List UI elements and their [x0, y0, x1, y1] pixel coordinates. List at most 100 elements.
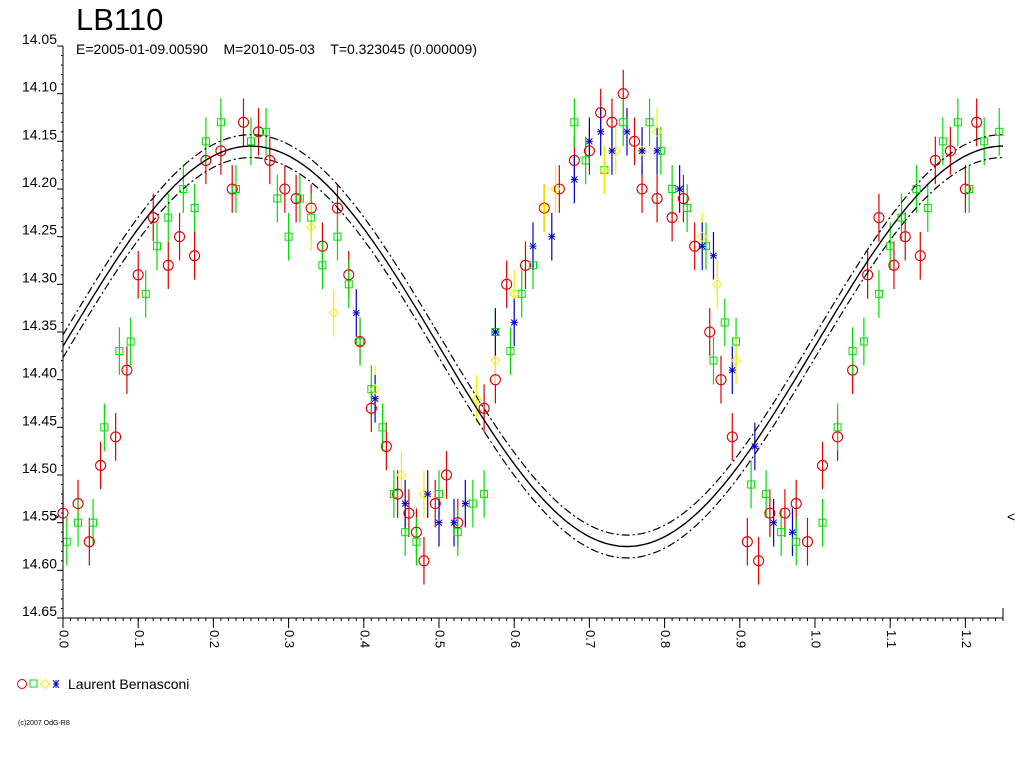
y-tick-label: 14.40	[22, 365, 57, 381]
data-point-circle	[162, 259, 174, 271]
data-point-circle	[237, 116, 250, 128]
data-point-circle	[189, 250, 201, 262]
data-point-circle	[147, 212, 159, 224]
data-point-circle	[215, 145, 227, 157]
data-point-diamond	[539, 202, 550, 214]
data-point-circle	[290, 192, 302, 205]
data-point-square	[912, 185, 921, 193]
error-bars	[62, 69, 1000, 585]
x-tick-label: 1.0	[809, 630, 824, 648]
data-point-square	[720, 318, 729, 327]
legend-diamond-icon	[39, 678, 51, 690]
data-point-square	[938, 137, 947, 146]
data-point-square	[600, 165, 609, 174]
data-point-square	[344, 280, 353, 289]
data-point-circle	[519, 259, 532, 271]
model-lower-envelope	[62, 156, 1004, 559]
legend-star-icon	[52, 679, 60, 689]
data-point-star	[676, 185, 684, 193]
data-point-square	[747, 480, 756, 489]
data-point-circle	[410, 526, 422, 538]
data-point-square	[818, 518, 827, 527]
data-point-star	[585, 137, 593, 145]
data-point-square	[164, 213, 173, 222]
y-axis-ticks: 14.05 14.10 14.15 14.20 14.25 14.30 14.35 14.40…	[22, 31, 63, 619]
data-point-circle	[440, 469, 453, 481]
y-tick-label: 14.35	[22, 317, 57, 333]
x-tick-label: 0.0	[57, 630, 72, 648]
data-point-circle	[944, 145, 956, 157]
data-point-circle	[914, 250, 926, 262]
data-point-square	[231, 185, 240, 193]
data-point-star	[510, 318, 518, 326]
data-point-diamond	[599, 164, 610, 176]
data-point-circle	[568, 154, 580, 166]
data-point-circle	[617, 88, 629, 100]
data-point-circle	[95, 459, 107, 472]
y-tick-label: 14.65	[22, 603, 57, 619]
data-point-circle	[628, 135, 641, 147]
copyright-credit: (c)2007 OdG-R8	[18, 720, 70, 727]
data-point-circle	[779, 507, 791, 519]
data-point-square	[897, 213, 906, 222]
data-point-circle	[606, 116, 618, 128]
left-edge-marker: >	[51, 508, 59, 524]
x-tick-label: 0.5	[433, 630, 448, 648]
data-point-circle	[899, 231, 911, 243]
data-point-star	[608, 147, 616, 155]
data-point-square	[367, 385, 376, 394]
data-point-circle	[174, 231, 186, 243]
y-tick-label: 14.10	[22, 79, 57, 95]
y-tick-label: 14.45	[22, 412, 57, 428]
data-point-star	[570, 175, 578, 183]
data-point-diamond	[636, 145, 648, 157]
data-point-square	[965, 185, 974, 193]
model-upper-envelope	[62, 134, 1003, 536]
x-tick-label: 0.1	[132, 630, 147, 648]
data-point-star	[788, 528, 796, 536]
data-point-circle	[583, 145, 595, 157]
data-point-circle	[715, 374, 727, 386]
data-point-square	[89, 518, 98, 527]
data-point-square	[273, 194, 282, 203]
data-points	[57, 88, 1004, 567]
data-point-diamond	[651, 126, 663, 138]
data-point-circle	[971, 116, 983, 128]
data-point-diamond	[712, 279, 723, 290]
data-point-circle	[316, 240, 328, 252]
data-point-circle	[704, 326, 716, 338]
data-point-circle	[677, 192, 689, 205]
data-point-star	[698, 242, 706, 250]
data-point-square	[619, 118, 628, 127]
data-point-star	[597, 128, 605, 136]
data-point-circle	[354, 335, 366, 348]
data-point-square	[201, 137, 210, 146]
data-point-square	[848, 347, 857, 356]
data-point-circle	[200, 154, 212, 166]
data-point-square	[468, 499, 477, 508]
data-point-circle	[553, 183, 565, 195]
data-point-diamond	[369, 383, 381, 395]
data-point-star	[623, 128, 631, 136]
data-point-circle	[226, 183, 238, 195]
data-point-circle	[380, 440, 392, 452]
data-point-square	[792, 537, 801, 546]
data-point-square	[216, 118, 225, 127]
data-point-circle	[252, 126, 265, 138]
data-point-circle	[790, 498, 802, 510]
data-point-square	[378, 423, 387, 432]
data-point-square	[953, 118, 962, 127]
data-point-square	[453, 528, 462, 537]
chart-subtitle: E=2005-01-09.00590 M=2010-05-03 T=0.3230…	[76, 41, 477, 57]
data-point-square	[153, 242, 161, 251]
data-point-square	[435, 490, 443, 499]
data-point-star	[450, 519, 458, 527]
data-point-diamond	[328, 307, 339, 319]
y-tick-label: 14.05	[22, 31, 57, 47]
data-point-star	[638, 147, 646, 155]
data-point-square	[401, 528, 410, 537]
data-point-star	[371, 395, 379, 403]
x-tick-label: 0.7	[583, 630, 598, 648]
data-point-circle	[365, 402, 377, 414]
data-point-diamond	[550, 183, 561, 195]
